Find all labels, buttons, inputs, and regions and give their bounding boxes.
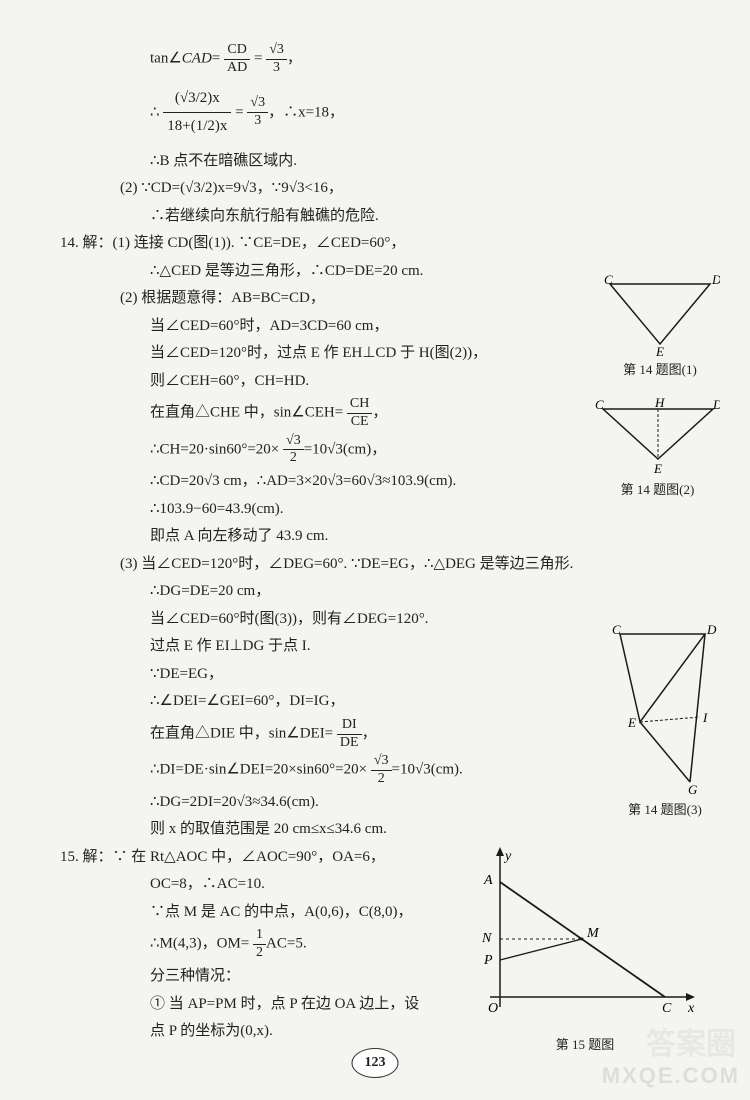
triangle-ext-diagram: C D E I G xyxy=(610,622,720,797)
label: (2) xyxy=(120,290,138,306)
text: = xyxy=(235,104,243,120)
svg-text:C: C xyxy=(612,622,621,637)
svg-text:x: x xyxy=(687,1001,695,1016)
figure-14-1: C D E 第 14 题图(1) xyxy=(600,272,720,381)
svg-text:E: E xyxy=(627,715,636,730)
text-line: ∴若继续向东航行船有触礁的危险. xyxy=(60,204,720,230)
text: ， xyxy=(362,726,377,742)
text: ∴M(4,3)，OM= xyxy=(150,936,249,952)
fraction: √32 xyxy=(371,753,392,788)
fraction: DIDE xyxy=(337,717,362,752)
text: =10√3(cm)， xyxy=(304,441,387,457)
text-line: 则 x 的取值范围是 20 cm≤x≤34.6 cm. xyxy=(60,817,720,843)
svg-text:C: C xyxy=(595,397,604,412)
svg-text:N: N xyxy=(481,931,492,946)
text: = xyxy=(254,51,262,67)
text: ∴DI=DE·sin∠DEI=20×sin60°=20× xyxy=(150,762,367,778)
svg-text:C: C xyxy=(604,272,613,287)
fraction: √33 xyxy=(247,95,268,130)
fraction: √33 xyxy=(266,42,287,77)
text: ， xyxy=(372,405,387,421)
text-line: 14. 解：(1) 连接 CD(图(1)). ∵CE=DE，∠CED=60°， xyxy=(60,231,720,257)
text: = xyxy=(212,51,220,67)
svg-text:H: H xyxy=(654,397,665,410)
text: ∴ xyxy=(150,104,160,120)
text: ，∴x=18， xyxy=(268,104,344,120)
text: 根据题意得：AB=BC=CD， xyxy=(141,290,325,306)
svg-text:D: D xyxy=(711,272,720,287)
eq-line: tan∠CAD= CDAD = √33， xyxy=(60,42,720,77)
text: 解：∵ 在 Rt△AOC 中，∠AOC=90°，OA=6， xyxy=(83,849,385,865)
fraction: CDAD xyxy=(224,42,250,77)
text-line: (3) 当∠CED=120°时，∠DEG=60°. ∵DE=EG，∴△DEG 是… xyxy=(60,552,720,578)
fraction: CHCE xyxy=(347,396,372,431)
figure-14-3: C D E I G 第 14 题图(3) xyxy=(610,622,720,821)
text: ∵CD=(√3/2)x=9√3，∵9√3<16， xyxy=(141,180,343,196)
svg-text:G: G xyxy=(688,782,698,797)
svg-text:A: A xyxy=(483,873,493,888)
svg-text:E: E xyxy=(653,461,662,476)
label: (3) xyxy=(120,556,138,572)
text: 在直角△DIE 中，sin∠DEI= xyxy=(150,726,333,742)
text-line: ∴DG=DE=20 cm， xyxy=(60,579,720,605)
coordinate-diagram: y A N M P O C x xyxy=(470,842,700,1032)
watermark: MXQE.COM xyxy=(602,1057,740,1094)
svg-text:D: D xyxy=(706,622,717,637)
fraction: √32 xyxy=(283,433,304,468)
text-line: (2) ∵CD=(√3/2)x=9√3，∵9√3<16， xyxy=(60,176,720,202)
svg-text:M: M xyxy=(586,926,600,941)
figure-caption: 第 14 题图(2) xyxy=(595,479,720,501)
text: 在直角△CHE 中，sin∠CEH= xyxy=(150,405,343,421)
text-line: 即点 A 向左移动了 43.9 cm. xyxy=(60,524,720,550)
svg-text:I: I xyxy=(702,710,708,725)
svg-text:E: E xyxy=(655,344,664,357)
triangle-diagram: C D E xyxy=(600,272,720,357)
text: 当∠CED=120°时，∠DEG=60°. ∵DE=EG，∴△DEG 是等边三角… xyxy=(141,556,573,572)
figure-caption: 第 14 题图(3) xyxy=(610,799,720,821)
text: AC=5. xyxy=(266,936,307,952)
big-fraction: (√3/2)x 18+(1/2)x xyxy=(163,85,231,141)
page-number: 123 xyxy=(352,1048,399,1078)
text: ∴CH=20·sin60°=20× xyxy=(150,441,279,457)
label: 14. xyxy=(60,235,79,251)
svg-text:P: P xyxy=(483,953,493,968)
svg-text:C: C xyxy=(662,1001,672,1016)
figure-14-2: C H D E 第 14 题图(2) xyxy=(595,397,720,501)
page-content: tan∠CAD= CDAD = √33， ∴ (√3/2)x 18+(1/2)x… xyxy=(60,42,720,1045)
label: 15. xyxy=(60,849,79,865)
eq-line: ∴ (√3/2)x 18+(1/2)x = √33，∴x=18， xyxy=(60,85,720,141)
svg-text:D: D xyxy=(712,397,720,412)
triangle-h-diagram: C H D E xyxy=(595,397,720,477)
text: =10√3(cm). xyxy=(392,762,463,778)
svg-text:O: O xyxy=(488,1001,498,1016)
text: tan∠ xyxy=(150,51,182,67)
svg-text:y: y xyxy=(503,849,512,864)
var: CAD xyxy=(182,51,212,67)
label: (2) xyxy=(120,180,138,196)
figure-caption: 第 14 题图(1) xyxy=(600,359,720,381)
text: 解：(1) 连接 CD(图(1)). ∵CE=DE，∠CED=60°， xyxy=(83,235,406,251)
text: ， xyxy=(287,51,302,67)
text-line: ∴B 点不在暗礁区域内. xyxy=(60,149,720,175)
fraction: 12 xyxy=(253,927,266,962)
